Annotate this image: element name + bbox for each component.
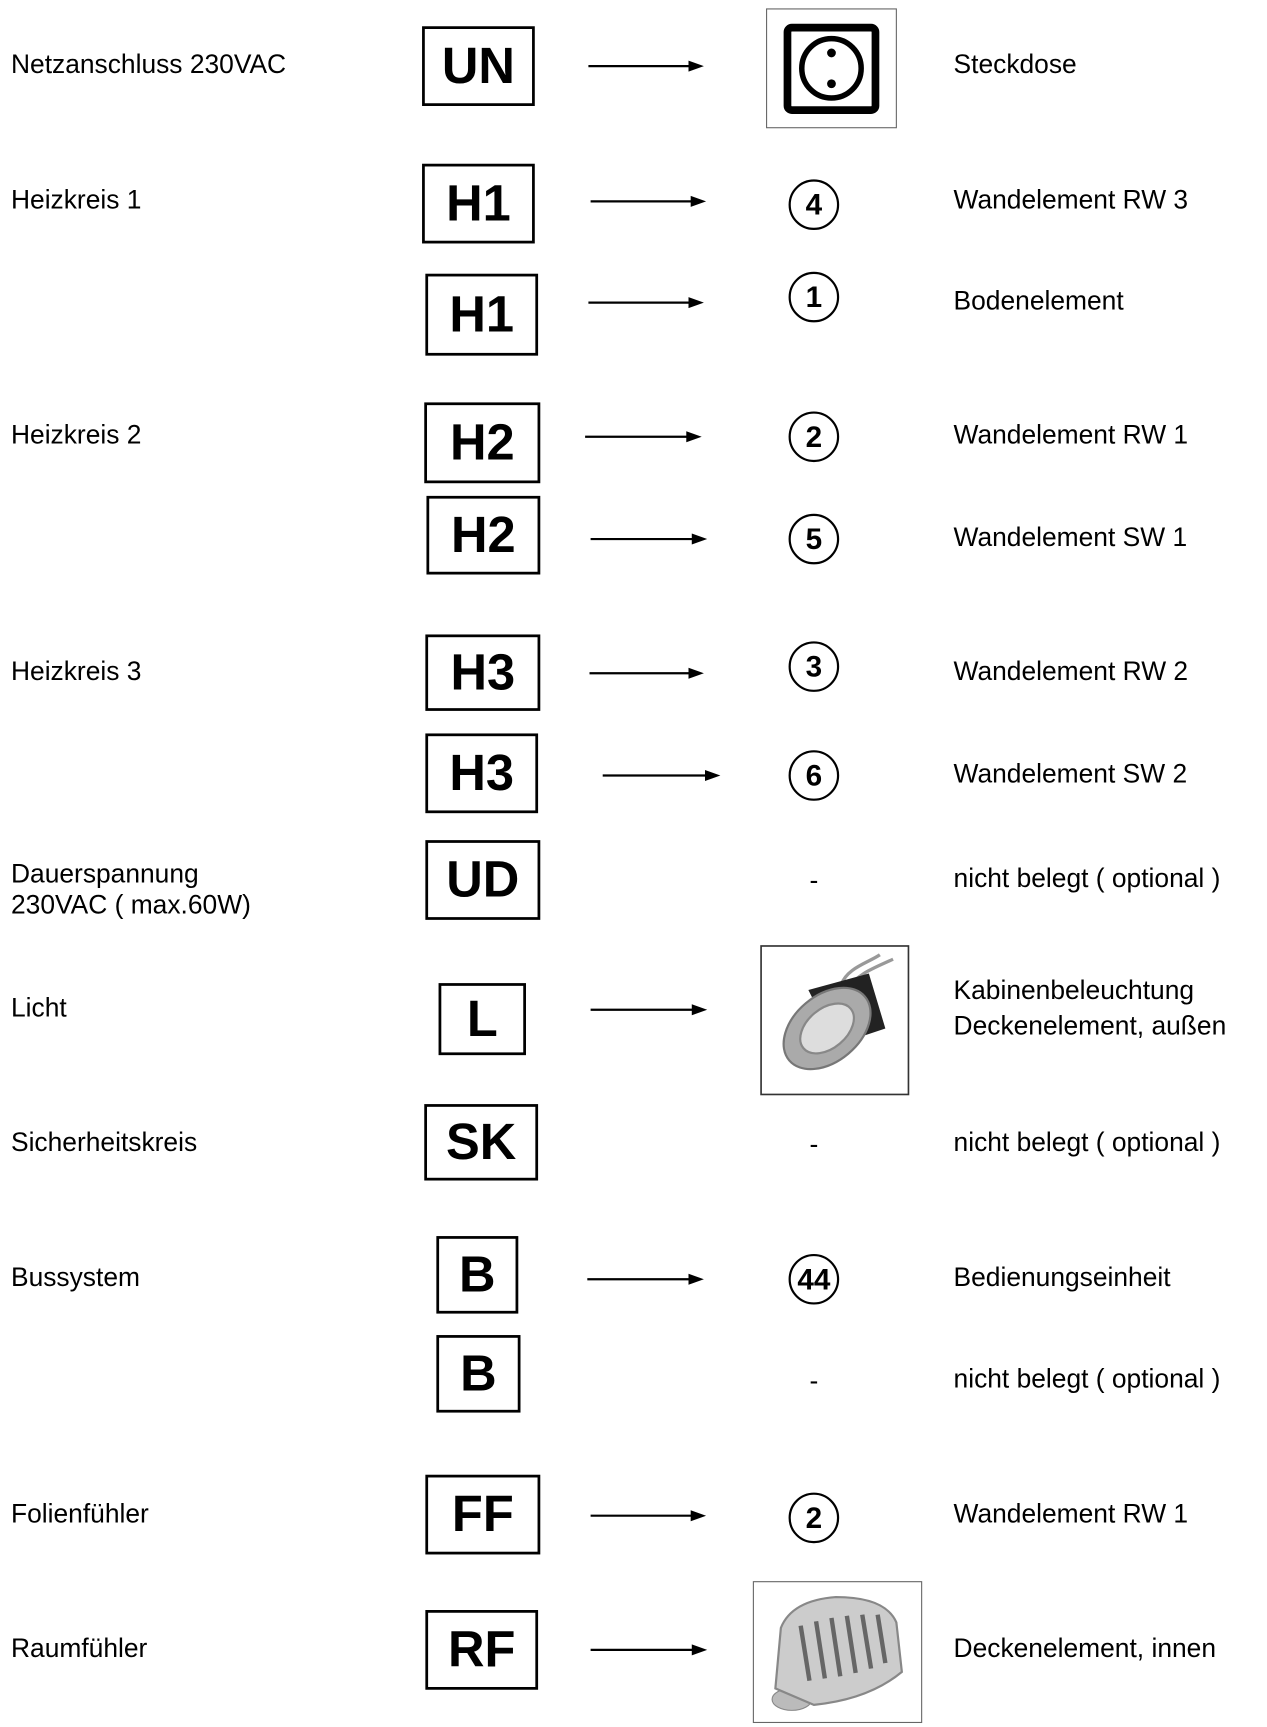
code-box	[426, 495, 541, 575]
target-number: 2	[806, 1502, 823, 1535]
code-box	[425, 273, 539, 356]
arrow-head	[688, 667, 704, 679]
code: RF	[448, 1621, 515, 1678]
description: Wandelement RW 1	[954, 420, 1189, 450]
target-circle	[788, 1253, 840, 1305]
code: B	[460, 1344, 497, 1401]
description: Deckenelement, innen	[954, 1633, 1216, 1663]
sensor-icon	[752, 1581, 923, 1724]
target-number: 2	[806, 421, 823, 454]
target-number: 4	[806, 189, 823, 222]
row-label: Heizkreis 3	[11, 656, 141, 686]
arrow-head	[688, 297, 704, 309]
target-number: 1	[806, 281, 823, 314]
row-label: Netzanschluss 230VAC	[11, 49, 286, 79]
code: H1	[446, 174, 511, 231]
target-number: 3	[806, 651, 823, 684]
description: Bedienungseinheit	[954, 1262, 1172, 1292]
description: Kabinenbeleuchtung	[954, 975, 1195, 1005]
code-box	[424, 402, 541, 484]
row-label: Raumfühler	[11, 1633, 148, 1663]
arrow-head	[690, 195, 707, 207]
description: Wandelement RW 2	[954, 656, 1189, 686]
code: H3	[450, 643, 515, 700]
code-box	[436, 1335, 521, 1413]
code-box	[425, 1474, 541, 1555]
target-circle	[788, 179, 840, 231]
row-label: Folienfühler	[11, 1499, 149, 1529]
target-circle	[788, 513, 840, 565]
row-label: Heizkreis 1	[11, 184, 141, 214]
row-label: Dauerspannung	[11, 859, 199, 889]
description: Deckenelement, außen	[954, 1010, 1227, 1040]
code-box	[424, 1104, 539, 1181]
row-label: Heizkreis 2	[11, 420, 141, 450]
arrow-head	[686, 431, 702, 443]
target-number: 44	[797, 1263, 831, 1296]
code: H2	[450, 413, 515, 470]
socket-icon	[766, 8, 897, 129]
description: Bodenelement	[954, 286, 1125, 316]
target-circle	[788, 641, 840, 692]
code: B	[459, 1245, 496, 1302]
target-dash: -	[809, 1129, 818, 1159]
arrow-head	[691, 533, 708, 545]
row-label: Sicherheitskreis	[11, 1127, 197, 1157]
arrow-head	[704, 770, 721, 782]
arrow-head	[688, 60, 704, 72]
description: Wandelement RW 3	[954, 184, 1189, 214]
code-box	[438, 983, 526, 1056]
target-number: 5	[806, 523, 823, 556]
row-label: 230VAC ( max.60W)	[11, 889, 251, 919]
code: FF	[452, 1485, 514, 1542]
target-dash: -	[809, 1366, 818, 1396]
code: SK	[446, 1113, 517, 1170]
code-box	[436, 1236, 519, 1314]
arrow-head	[688, 1273, 704, 1285]
description: nicht belegt ( optional )	[954, 863, 1221, 893]
code-box	[422, 163, 535, 244]
target-number: 6	[806, 760, 823, 793]
description: nicht belegt ( optional )	[954, 1363, 1221, 1393]
code-box	[425, 1610, 539, 1690]
target-dash: -	[809, 865, 818, 895]
row-label: Licht	[11, 993, 67, 1023]
description: Wandelement RW 1	[954, 1499, 1189, 1529]
description: Wandelement SW 1	[954, 522, 1188, 552]
code: UD	[446, 851, 519, 908]
code-box	[425, 634, 541, 711]
target-circle	[788, 750, 840, 801]
code: H2	[451, 506, 516, 563]
arrow-head	[691, 1004, 708, 1016]
code-box	[425, 733, 539, 814]
row-label: Bussystem	[11, 1262, 140, 1292]
lamp-icon	[760, 945, 910, 1096]
code: L	[467, 990, 498, 1047]
code: UN	[442, 37, 515, 94]
target-circle	[788, 1492, 840, 1544]
target-circle	[788, 411, 840, 463]
code-box	[422, 26, 535, 106]
target-circle	[788, 271, 840, 323]
description: Steckdose	[954, 49, 1077, 79]
code: H1	[449, 285, 514, 342]
arrow-head	[690, 1510, 707, 1522]
code-box	[425, 840, 541, 920]
code: H3	[449, 744, 514, 801]
arrow-head	[691, 1644, 708, 1656]
description: Wandelement SW 2	[954, 758, 1188, 788]
description: nicht belegt ( optional )	[954, 1127, 1221, 1157]
